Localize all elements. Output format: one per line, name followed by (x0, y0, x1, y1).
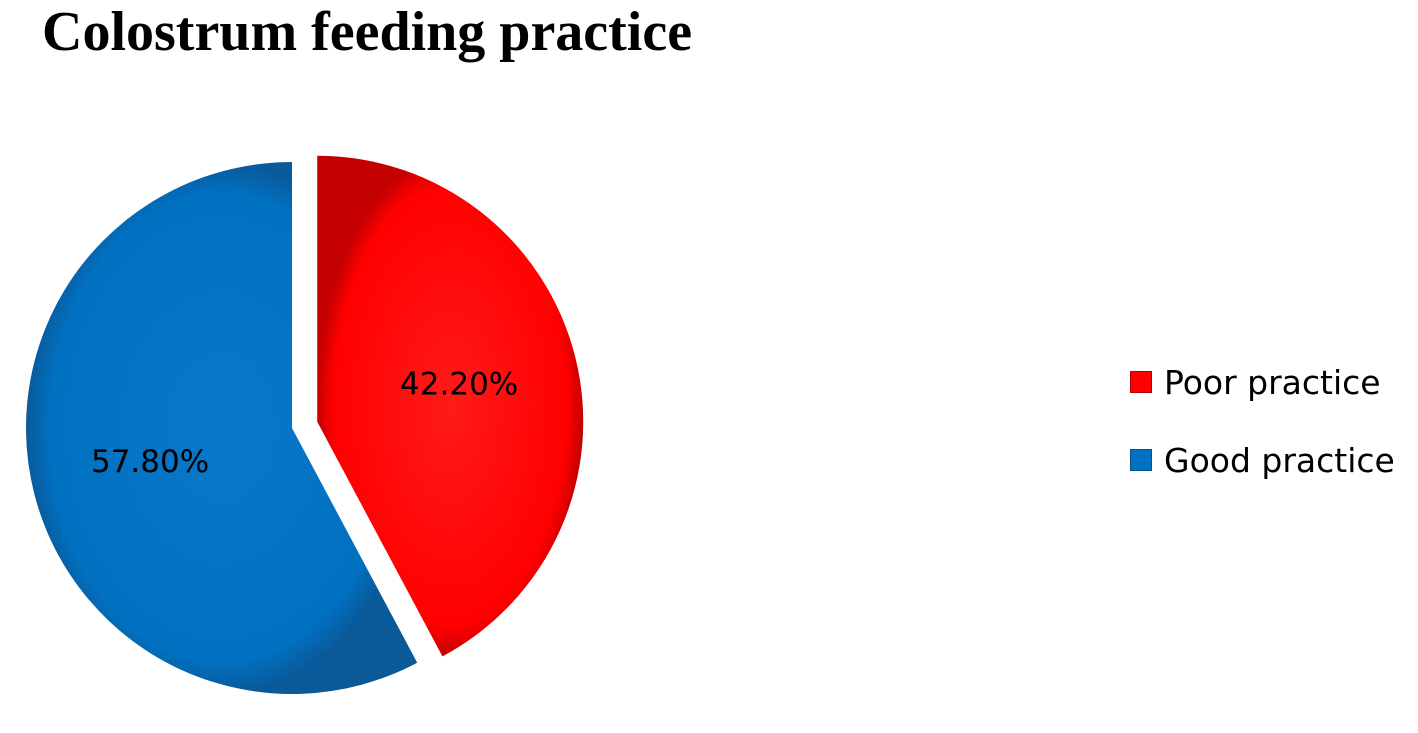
pie-slice-good-practice (25, 162, 418, 695)
legend-label-poor-practice: Poor practice (1164, 362, 1381, 402)
legend-item-good-practice: Good practice (1130, 434, 1395, 486)
data-label-good-practice: 57.80% (91, 444, 209, 480)
legend-item-poor-practice: Poor practice (1130, 356, 1395, 408)
legend-label-good-practice: Good practice (1164, 440, 1395, 480)
data-label-poor-practice: 42.20% (400, 367, 518, 403)
legend: Poor practice Good practice (1130, 356, 1395, 512)
legend-swatch-poor-practice (1130, 371, 1152, 393)
legend-swatch-good-practice (1130, 449, 1152, 471)
chart-title: Colostrum feeding practice (42, 1, 693, 63)
pie-slice-poor-practice (317, 155, 584, 657)
